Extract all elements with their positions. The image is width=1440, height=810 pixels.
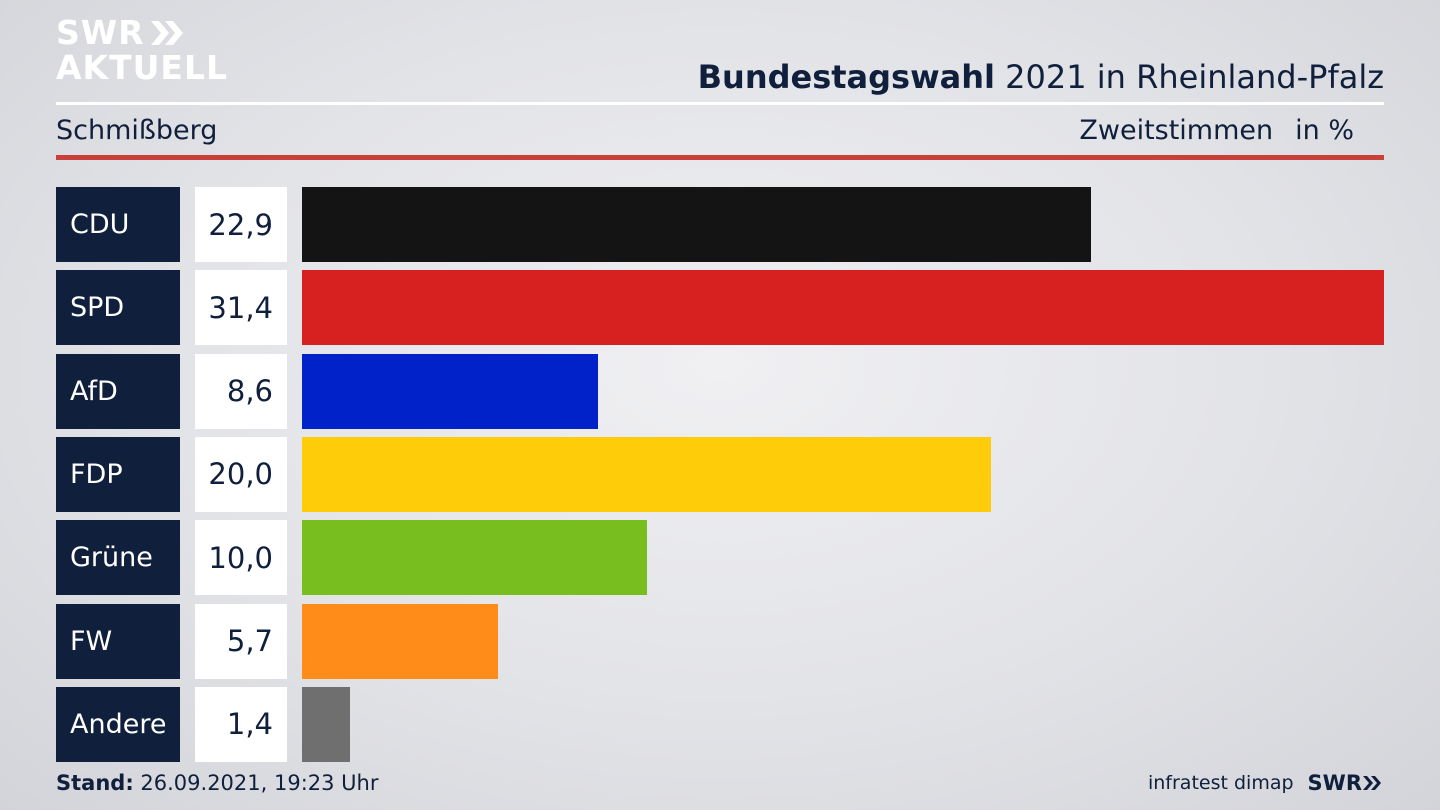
swr-aktuell-logo: SWR AKTUELL [56, 16, 228, 84]
party-label: FDP [56, 436, 180, 512]
bar-row: FDP 20,0 [56, 436, 1384, 512]
measure-name: Zweitstimmen [1079, 115, 1274, 146]
bar-row: CDU 22,9 [56, 187, 1384, 262]
party-label: Andere [56, 686, 180, 762]
timestamp-label: Stand: [56, 771, 134, 795]
bar [302, 520, 647, 596]
swr-brand-text: SWR [1307, 771, 1362, 795]
bar [302, 686, 351, 762]
bar [302, 436, 992, 512]
party-label: AfD [56, 353, 180, 429]
logo-line-2: AKTUELL [56, 48, 229, 87]
value-label: 10,0 [195, 520, 287, 596]
bar-row: Grüne 10,0 [56, 520, 1384, 596]
measure-unit: in % [1295, 115, 1354, 146]
double-chevron-icon [1363, 776, 1381, 790]
region-name: Schmißberg [56, 115, 218, 146]
party-label: SPD [56, 270, 180, 346]
bar [302, 603, 499, 679]
value-label: 5,7 [195, 603, 287, 679]
source-name: infratest dimap [1147, 772, 1294, 794]
logo-line-1: SWR [56, 13, 145, 52]
value-label: 22,9 [195, 187, 287, 262]
source-credit: infratest dimap SWR [1148, 771, 1384, 795]
timestamp-value: 26.09.2021, 19:23 Uhr [133, 771, 379, 795]
party-label: Grüne [56, 520, 180, 596]
value-label: 20,0 [195, 436, 287, 512]
bar-row: AfD 8,6 [56, 353, 1384, 429]
header-divider [56, 102, 1384, 105]
title-rest: 2021 in Rheinland-Pfalz [995, 58, 1384, 96]
bar-row: FW 5,7 [56, 603, 1384, 679]
title-bold: Bundestagswahl [697, 58, 995, 96]
bar [302, 270, 1384, 346]
double-chevron-icon [150, 20, 183, 45]
bar [302, 353, 599, 429]
bar [302, 187, 1092, 262]
party-label: CDU [56, 187, 180, 262]
bar-row: SPD 31,4 [56, 270, 1384, 346]
bar-row: Andere 1,4 [56, 686, 1384, 762]
swr-brand: SWR [1308, 771, 1384, 795]
measure-label: Zweitstimmen in % [1079, 115, 1354, 146]
subtitle-divider [56, 155, 1384, 160]
party-label: FW [56, 603, 180, 679]
chart-title: Bundestagswahl 2021 in Rheinland-Pfalz [698, 58, 1384, 96]
value-label: 1,4 [195, 686, 287, 762]
value-label: 8,6 [195, 353, 287, 429]
value-label: 31,4 [195, 270, 287, 346]
timestamp: Stand: 26.09.2021, 19:23 Uhr [56, 771, 379, 795]
